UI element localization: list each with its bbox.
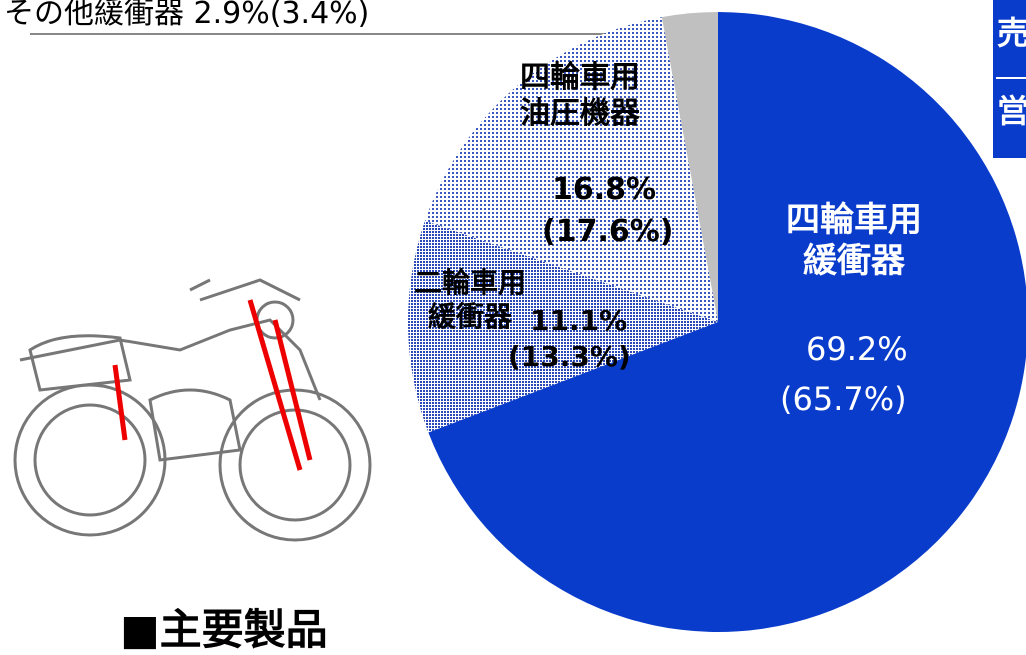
prior-label: (65.7%) <box>780 380 907 418</box>
suspension-highlight <box>112 299 313 471</box>
pie-slice <box>428 12 1026 632</box>
category-label: 四輪車用緩衝器 <box>786 200 922 281</box>
pie-slice <box>425 17 718 322</box>
footer-title: ■主要製品 <box>120 605 328 654</box>
side-text: 営 <box>997 92 1026 130</box>
motorcycle-illustration <box>13 278 372 542</box>
category-label: 四輪車用油圧機器 <box>520 60 640 131</box>
value-label: 11.1% <box>530 304 628 337</box>
prior-label: (3.4%) <box>269 0 370 31</box>
category-label: 二輪車用緩衝器 <box>414 266 527 333</box>
value-label: 16.8% <box>552 172 657 207</box>
pie-slice <box>661 12 718 322</box>
pie-slice <box>408 220 718 433</box>
value-label: 69.2% <box>806 330 908 368</box>
page: その他緩衝器 2.9%(3.4%) 売 営 ■主要製品 (() => { con… <box>4 0 1026 654</box>
prior-label: (17.6%) <box>542 214 674 249</box>
prior-label: (13.3%) <box>508 340 631 373</box>
side-text: 売 <box>997 14 1026 52</box>
chart <box>13 0 1026 632</box>
category-label: その他緩衝器 <box>4 0 184 31</box>
other-label: その他緩衝器 2.9%(3.4%) <box>4 0 369 32</box>
value-label: 2.9% <box>193 0 270 31</box>
